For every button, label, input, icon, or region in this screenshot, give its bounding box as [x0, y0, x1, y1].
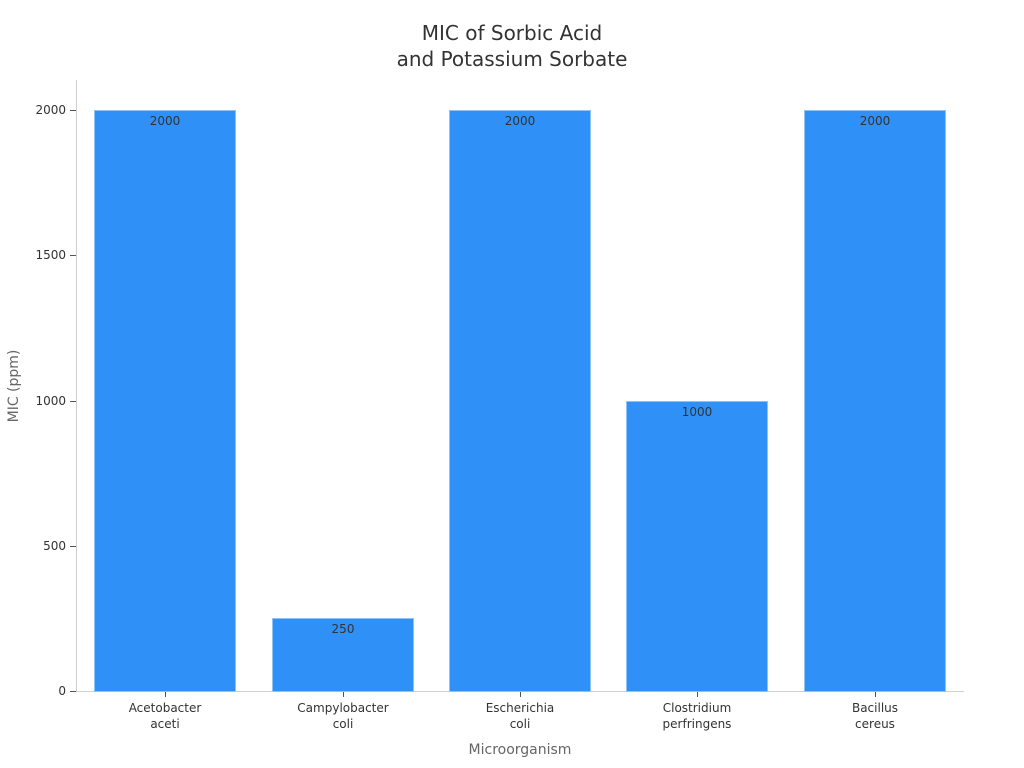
bar-value-label: 2000: [859, 114, 891, 128]
chart-title-line-2: and Potassium Sorbate: [396, 47, 628, 71]
bar: 1000: [626, 400, 768, 692]
x-tick-label-line: Clostridium: [662, 701, 732, 715]
bar: 2000: [449, 110, 591, 692]
chart-title-line-1: MIC of Sorbic Acid: [421, 21, 603, 45]
y-tick-mark: [70, 691, 76, 692]
y-tick-mark: [70, 545, 76, 547]
x-tick-label-line: Acetobacter: [128, 701, 202, 715]
x-tick-label-line: Escherichia: [485, 701, 555, 715]
x-tick: Acetobacter aceti: [95, 692, 235, 732]
bar: 2000: [804, 110, 946, 692]
y-tick-mark: [70, 110, 76, 111]
chart-title: MIC of Sorbic Acid and Potassium Sorbate: [0, 20, 1024, 72]
x-tick-label-line: coli: [332, 717, 354, 731]
bar: 250: [272, 618, 414, 692]
x-tick-mark: [164, 692, 166, 697]
y-axis-label: MIC (ppm): [6, 349, 22, 423]
y-tick-label: 0: [58, 684, 66, 698]
y-tick: 1000: [0, 394, 76, 408]
y-tick-mark: [70, 255, 76, 257]
y-tick-label: 500: [43, 538, 66, 553]
bar-value-label: 250: [331, 622, 355, 637]
x-tick-label: Escherichia coli: [450, 700, 590, 732]
bar-value-label: 2000: [504, 114, 536, 128]
x-tick: Bacillus cereus: [805, 692, 945, 732]
x-tick-label: Acetobacter aceti: [95, 700, 235, 732]
y-tick-label: 2000: [35, 103, 66, 117]
x-tick-label: Clostridium perfringens: [627, 700, 767, 732]
y-tick: 1500: [0, 248, 76, 262]
bar-value-label: 1000: [681, 404, 713, 419]
y-tick: 500: [0, 539, 76, 553]
x-tick: Clostridium perfringens: [627, 692, 767, 732]
y-tick-label: 1500: [35, 248, 66, 263]
x-tick-mark: [519, 692, 521, 697]
x-tick-label-line: perfringens: [662, 717, 732, 731]
y-tick-label: 1000: [35, 393, 66, 408]
x-tick: Escherichia coli: [450, 692, 590, 732]
bar-value-label: 2000: [149, 114, 181, 128]
x-tick: Campylobacter coli: [273, 692, 413, 732]
x-tick-label: Bacillus cereus: [805, 700, 945, 732]
x-tick-label-line: Bacillus: [851, 701, 899, 715]
x-tick-mark: [696, 692, 698, 697]
x-tick-label-line: coli: [509, 717, 531, 731]
x-tick-label-line: Campylobacter: [297, 701, 389, 715]
y-tick: 0: [0, 684, 76, 698]
x-tick-mark: [874, 692, 876, 697]
bar: 2000: [94, 110, 236, 692]
y-tick: 2000: [0, 103, 76, 117]
x-tick-label-line: cereus: [855, 717, 895, 731]
y-axis-line: [76, 80, 77, 692]
x-tick-mark: [342, 692, 344, 697]
y-tick-mark: [70, 400, 76, 402]
x-tick-label-line: aceti: [150, 717, 180, 731]
x-axis-label: Microorganism: [468, 742, 572, 758]
x-tick-label: Campylobacter coli: [273, 700, 413, 732]
